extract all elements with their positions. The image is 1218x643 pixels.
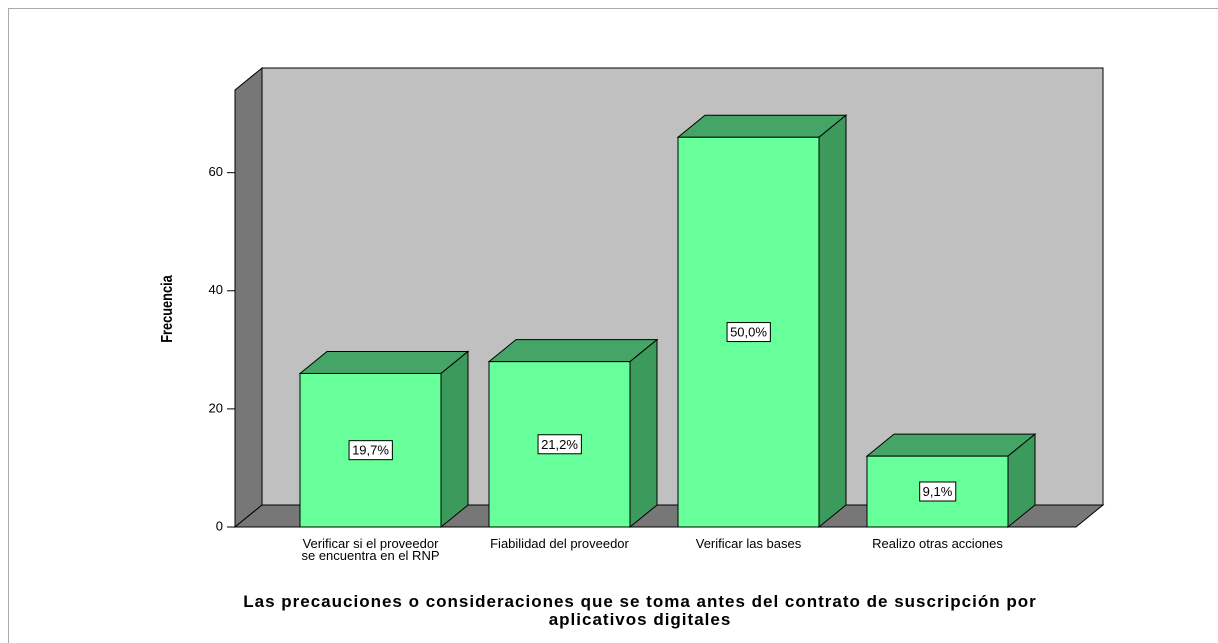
data-label-box <box>537 434 582 455</box>
y-tick-label: 40 <box>209 282 223 297</box>
data-label: 50,0% <box>730 325 767 340</box>
data-label: 21,2% <box>541 437 578 452</box>
bar-top <box>676 114 848 138</box>
bar-top <box>298 350 470 374</box>
data-label: 19,7% <box>352 443 389 458</box>
y-axis-title: Frecuencia <box>159 275 176 343</box>
x-tick-label: Verificar si el proveedor se encuentra e… <box>301 536 440 563</box>
bar-top <box>487 339 659 363</box>
frame <box>8 8 1218 643</box>
bar-top <box>865 433 1037 457</box>
bar-side <box>440 350 469 529</box>
y-tick-label: 60 <box>209 164 223 179</box>
data-label-box <box>726 322 771 343</box>
y-tick-label: 20 <box>209 400 223 415</box>
data-label: 9,1% <box>923 484 953 499</box>
x-axis-title: Las precauciones o consideraciones que s… <box>243 592 1037 629</box>
y-tick-label: 0 <box>216 518 223 533</box>
left-wall <box>234 66 263 529</box>
x-tick-label: Realizo otras acciones <box>872 536 1003 551</box>
data-label-box <box>919 481 957 502</box>
data-label-box <box>348 440 393 461</box>
x-tick-label: Fiabilidad del proveedor <box>490 536 629 551</box>
bar-side <box>818 114 847 529</box>
x-tick-label: Verificar las bases <box>695 536 802 551</box>
bar-side <box>629 338 658 529</box>
